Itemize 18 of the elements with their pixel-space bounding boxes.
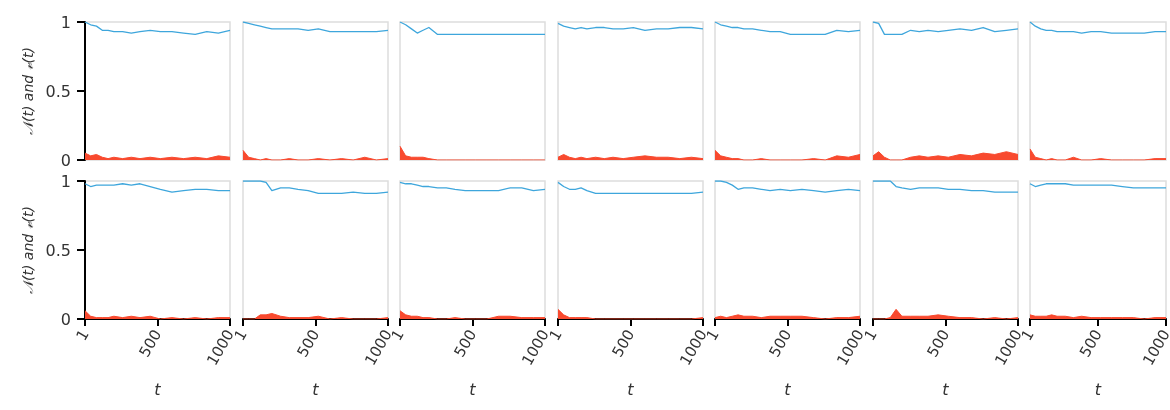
y-tick-label: 0: [60, 309, 71, 329]
x-axis-title: t: [1094, 379, 1102, 399]
y-axis-title: 𝒩(t) and 𝓋(t): [19, 46, 36, 136]
x-axis-title: t: [784, 379, 792, 399]
x-axis-title: t: [469, 379, 477, 399]
y-tick-label: 0.5: [45, 81, 71, 101]
x-axis-title: t: [154, 379, 162, 399]
y-axis-title: 𝒩(t) and 𝓋(t): [19, 205, 36, 295]
x-axis-title: t: [941, 379, 949, 399]
x-axis-title: t: [311, 379, 319, 399]
x-axis-title: t: [626, 379, 634, 399]
y-tick-label: 0: [60, 150, 71, 170]
y-tick-label: 0.5: [45, 240, 71, 260]
line-series: [84, 21, 231, 36]
x-tick-label: 1: [72, 326, 93, 344]
line-series: [84, 183, 231, 193]
y-tick-label: 1: [60, 12, 71, 32]
y-tick-label: 1: [60, 171, 71, 191]
